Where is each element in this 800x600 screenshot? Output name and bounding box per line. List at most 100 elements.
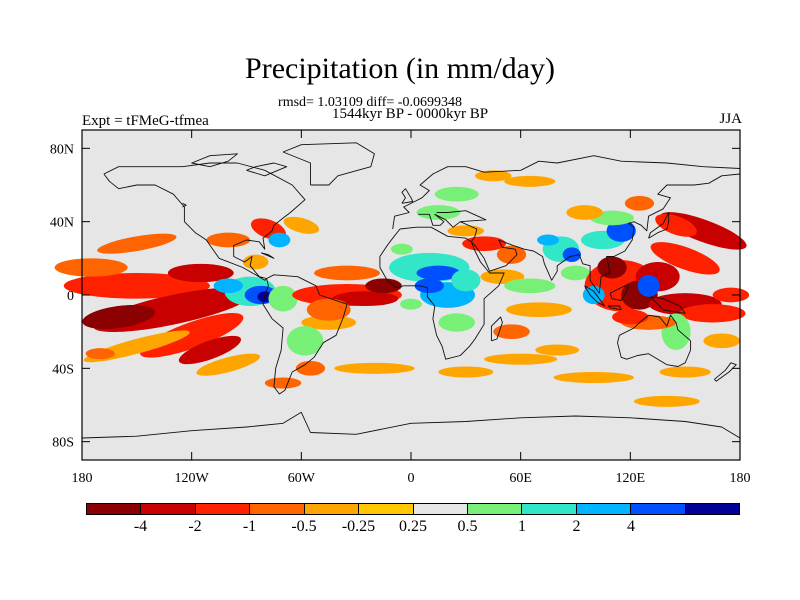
anomaly-patch (560, 265, 591, 281)
coastline-segment (650, 296, 686, 314)
stats-subtitle: rmsd= 1.03109 diff= -0.0699348 (278, 95, 462, 110)
anomaly-patch (213, 278, 243, 294)
anomaly-patch (414, 278, 444, 294)
anomaly-patch (474, 170, 512, 182)
coastline-segment (401, 188, 414, 204)
coastlines (81, 142, 741, 439)
x-tick-label: 180 (72, 471, 93, 486)
colorbar-swatch (195, 504, 251, 514)
anomaly-patch (462, 236, 507, 252)
anomaly-patch (82, 304, 155, 330)
coastline-segment (490, 316, 503, 342)
anomaly-patch (506, 302, 572, 317)
colorbar-swatch (685, 504, 740, 514)
colorbar-swatch (359, 504, 414, 514)
coastline-segment (418, 210, 487, 228)
anomaly-patch (493, 324, 530, 339)
coastline-segment (714, 362, 737, 382)
anomaly-patch (712, 287, 750, 303)
anomaly-patch (597, 256, 627, 279)
colorbar-swatch (304, 504, 360, 514)
anomaly-patch (438, 366, 494, 378)
axis-ticks: 180 120W 60W 0 60E 120E 180 80N 40N 0 40S 80S (50, 130, 751, 486)
anomaly-patch (659, 366, 711, 378)
x-tick-label: 120W (175, 471, 210, 486)
anomaly-patch (268, 285, 298, 312)
colorbar-swatch (631, 504, 686, 514)
anomaly-patch (633, 395, 700, 407)
anomaly-patch (612, 309, 649, 325)
anomaly-patch (400, 298, 422, 310)
anomaly-patch (537, 234, 560, 246)
coastline-segment (584, 285, 606, 307)
colorbar-swatch (467, 504, 523, 514)
colorbar-swatch (141, 504, 196, 514)
anomaly-patch (268, 232, 291, 248)
coastline-segment (282, 142, 375, 186)
anomaly-patch (206, 232, 251, 248)
anomaly-field (54, 170, 750, 407)
x-tick-label: 60W (288, 471, 316, 486)
period-subtitle: 1544kyr BP - 0000kyr BP (331, 106, 489, 122)
anomaly-patch (286, 326, 324, 356)
anomaly-patch (139, 313, 244, 358)
coastline-segment (460, 173, 741, 294)
anomaly-patch (438, 313, 475, 332)
plot-title: Precipitation (in mm/day) (245, 52, 555, 85)
anomaly-patch (334, 362, 415, 374)
anomaly-patch (451, 269, 481, 292)
anomaly-patch (624, 196, 655, 211)
season-label: JJA (719, 111, 742, 127)
coastline-segment (262, 274, 348, 395)
coastline-segment (182, 202, 187, 208)
anomaly-patch (416, 265, 461, 281)
anomaly-patch (178, 335, 242, 365)
anomaly-patch (484, 353, 558, 365)
anomaly-patch (242, 254, 269, 270)
colorbar (86, 503, 740, 515)
coastline-segment (103, 162, 306, 281)
colorbar-swatch (413, 504, 468, 514)
colorbar-swatch (250, 504, 305, 514)
x-tick-label: 60E (509, 471, 532, 486)
anomaly-patch (97, 233, 177, 254)
anomaly-patch (390, 243, 413, 255)
y-tick-label: 80S (52, 436, 74, 451)
colorbar-swatch (576, 504, 632, 514)
x-tick-label: 180 (730, 471, 751, 486)
y-tick-label: 0 (67, 289, 74, 304)
colorbar-label: 4 (627, 518, 635, 535)
anomaly-patch (332, 291, 399, 306)
coastline-segment (260, 252, 275, 259)
anomaly-patch (85, 348, 115, 360)
experiment-label: Expt = tFMeG-tfmea (82, 113, 209, 129)
colorbar-labels: -4 -2 -1 -0.5 -0.25 0.25 0.5 1 2 4 (86, 518, 740, 540)
y-tick-label: 40S (52, 362, 74, 377)
anomaly-patch (535, 344, 580, 356)
coastline-segment (607, 305, 622, 311)
anomaly-patch (167, 263, 234, 283)
anomaly-patch (637, 274, 660, 297)
colorbar-label: -0.25 (341, 518, 376, 535)
anomaly-patch (63, 273, 210, 299)
anomaly-patch (606, 219, 636, 242)
coastline-segment (191, 153, 238, 168)
anomaly-patch (54, 258, 128, 277)
colorbar-label: -1 (242, 518, 257, 535)
anomaly-patch (314, 265, 380, 281)
anomaly-patch (365, 278, 402, 294)
coastline-segment (246, 162, 288, 177)
anomaly-patch (504, 278, 556, 294)
colorbar-label: 2 (572, 518, 581, 535)
colorbar-swatch (87, 504, 142, 514)
coastline-segment (648, 212, 670, 239)
anomaly-patch (306, 298, 351, 321)
colorbar-label: -0.5 (291, 518, 317, 535)
x-tick-label: 0 (408, 471, 415, 486)
anomaly-patch (504, 175, 556, 187)
anomaly-patch (283, 216, 320, 234)
anomaly-patch (566, 205, 603, 220)
anomaly-patch (196, 353, 261, 376)
coastline-segment (609, 283, 629, 301)
